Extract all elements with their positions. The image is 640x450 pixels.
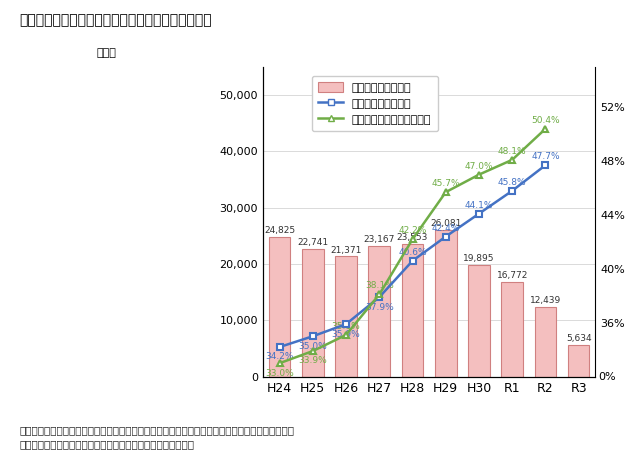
Bar — [501, 282, 523, 377]
Text: 42.2%: 42.2% — [398, 226, 427, 235]
Bar — [468, 265, 490, 377]
Bar — [302, 248, 324, 377]
Text: （保育所等待機児童数及び保育所等利用率の推移）: （保育所等待機児童数及び保育所等利用率の推移） — [19, 14, 212, 27]
Text: 33.9%: 33.9% — [298, 356, 327, 365]
Text: 42.4%: 42.4% — [431, 224, 460, 233]
Text: 35.0%: 35.0% — [298, 342, 327, 351]
Text: 0%: 0% — [598, 372, 616, 382]
Text: 47.7%: 47.7% — [531, 152, 560, 161]
Bar — [335, 256, 357, 377]
Bar — [435, 230, 456, 377]
Text: 34.2%: 34.2% — [266, 352, 294, 361]
Text: 5,634: 5,634 — [566, 334, 591, 343]
Legend: 待機児童数（全体）, 保育利用率（全体）, 保育利用率（１・２歳児）: 待機児童数（全体）, 保育利用率（全体）, 保育利用率（１・２歳児） — [312, 76, 438, 131]
Text: （人）: （人） — [97, 48, 116, 58]
Bar — [534, 306, 556, 377]
Text: 38.1%: 38.1% — [365, 281, 394, 290]
Text: 45.7%: 45.7% — [431, 179, 460, 188]
Text: 22,741: 22,741 — [297, 238, 328, 247]
Text: 26,081: 26,081 — [430, 219, 461, 228]
Text: 23,167: 23,167 — [364, 235, 395, 244]
Text: 48.1%: 48.1% — [498, 147, 527, 156]
Text: 12,439: 12,439 — [530, 296, 561, 305]
Text: 37.9%: 37.9% — [365, 302, 394, 311]
Text: が今後公表される予定であるため、集計を行っていない。: が今後公表される予定であるため、集計を行っていない。 — [19, 439, 194, 449]
Bar — [369, 246, 390, 377]
Text: 45.8%: 45.8% — [498, 178, 527, 187]
Text: （注）令和３年の保育所利用率については、前年に国勢調査を実施した関係で直近の就学前児童数: （注）令和３年の保育所利用率については、前年に国勢調査を実施した関係で直近の就学… — [19, 425, 294, 435]
Text: 23,553: 23,553 — [397, 233, 428, 242]
Text: 16,772: 16,772 — [497, 271, 528, 280]
Bar — [402, 244, 423, 377]
Text: 40.6%: 40.6% — [398, 248, 427, 257]
Bar — [568, 345, 589, 377]
Text: 19,895: 19,895 — [463, 254, 495, 263]
Bar — [269, 237, 291, 377]
Text: 35.1%: 35.1% — [332, 322, 360, 331]
Text: 24,825: 24,825 — [264, 226, 295, 235]
Text: 33.0%: 33.0% — [265, 369, 294, 378]
Text: 44.1%: 44.1% — [465, 201, 493, 210]
Text: 50.4%: 50.4% — [531, 116, 560, 125]
Text: 21,371: 21,371 — [330, 246, 362, 255]
Text: 47.0%: 47.0% — [465, 162, 493, 171]
Text: 35.9%: 35.9% — [332, 329, 360, 338]
